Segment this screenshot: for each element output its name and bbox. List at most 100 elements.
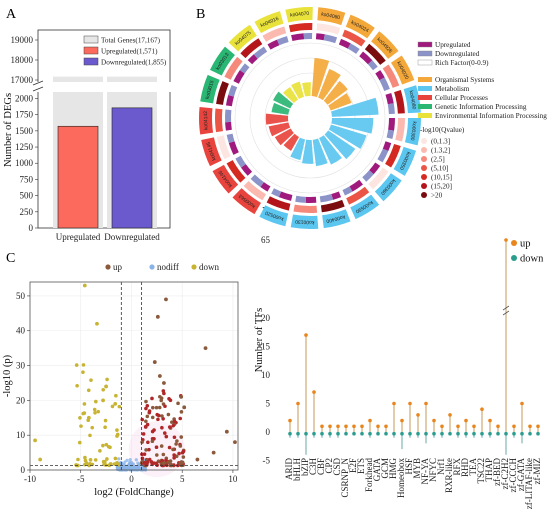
x-tick-label: RXR-like xyxy=(444,458,454,493)
up-segment xyxy=(225,94,234,107)
point-up xyxy=(142,452,147,456)
down-segment xyxy=(253,46,268,59)
down-segment xyxy=(303,33,313,40)
qvalue-segment xyxy=(226,160,246,183)
legend-swatch xyxy=(83,46,99,55)
dot-up xyxy=(456,424,460,429)
down-segment xyxy=(239,63,250,74)
point-up xyxy=(177,451,181,456)
legend-dot xyxy=(421,156,427,162)
panel-letter-a: A xyxy=(6,7,17,22)
qvalue-segment xyxy=(240,38,263,59)
grid-ring xyxy=(234,42,386,194)
rich-factor-bar xyxy=(268,122,291,137)
down-segment xyxy=(228,84,238,97)
up-segment xyxy=(260,182,271,192)
down-segment xyxy=(276,36,289,46)
point-nodiff xyxy=(132,465,136,469)
point-down xyxy=(107,463,112,468)
x-tick-label: NF-YA xyxy=(420,458,430,485)
pathway-band xyxy=(317,7,346,26)
dot-up xyxy=(296,401,300,406)
up-segment xyxy=(225,121,232,131)
pathway-band xyxy=(201,137,222,167)
legend-label: Upregulated xyxy=(435,41,471,49)
pathway-band xyxy=(374,173,402,202)
up-segment xyxy=(349,179,363,192)
point-up xyxy=(233,440,237,445)
qvalue-segment xyxy=(288,23,313,33)
dot-up xyxy=(504,238,508,242)
dot-up xyxy=(352,424,356,429)
point-nodiff xyxy=(117,457,121,461)
pathway-label: ko04070 xyxy=(290,11,310,19)
pathway-label: ko04142 xyxy=(203,111,209,131)
dot-down xyxy=(536,431,540,436)
dot-up xyxy=(336,424,340,429)
down-segment xyxy=(295,195,307,203)
up-segment xyxy=(291,33,305,41)
point-down xyxy=(101,443,105,448)
x-tick-label: RHD xyxy=(460,458,470,478)
dot-down xyxy=(456,431,460,436)
dot-down xyxy=(312,431,316,436)
up-segment xyxy=(382,141,392,152)
pathway-band xyxy=(371,31,399,59)
down-segment xyxy=(235,155,246,168)
rich-factor-bar xyxy=(324,130,356,160)
x-tick-label: GCM xyxy=(380,458,390,479)
legend-dot xyxy=(511,240,517,246)
point-down xyxy=(103,459,107,464)
panel-letter-c: C xyxy=(6,251,15,266)
point-up xyxy=(181,449,186,454)
y-tick-label: 250 xyxy=(20,207,34,217)
down-segment xyxy=(367,60,378,71)
point-nodiff xyxy=(123,460,127,464)
x-tick-label: Nrf1 xyxy=(436,458,446,475)
point-nodiff xyxy=(122,464,126,468)
y-tick-label: 500 xyxy=(20,191,34,201)
dot-up xyxy=(432,418,436,423)
point-up xyxy=(163,404,167,409)
point-down xyxy=(92,407,97,412)
point-up xyxy=(176,401,180,406)
point-up xyxy=(156,417,160,422)
dot-down xyxy=(440,431,444,436)
dot-down xyxy=(360,431,364,436)
dot-down xyxy=(352,431,356,436)
legend-label: Environmental Information Processing xyxy=(435,112,547,120)
y-axis-label: -log10 (p) xyxy=(2,354,13,397)
qvalue-segment xyxy=(320,199,345,213)
pathway-band xyxy=(285,6,313,23)
y-tick-label: 10 xyxy=(261,370,271,380)
point-up xyxy=(161,416,165,421)
down-segment xyxy=(226,133,235,144)
point-up xyxy=(171,447,175,452)
down-segment xyxy=(386,129,395,139)
qvalue-segment xyxy=(216,135,231,160)
rich-factor-bar xyxy=(312,138,328,167)
y-axis-label: Number of TFs xyxy=(254,308,265,373)
grid-ring xyxy=(249,57,371,179)
x-tick-label: zf-BED xyxy=(492,458,502,486)
qvalue-segment xyxy=(364,43,386,65)
point-nodiff xyxy=(127,464,131,468)
point-up xyxy=(140,440,144,444)
y-tick-label: 10 xyxy=(16,430,26,440)
point-down xyxy=(113,456,118,461)
pathway-band xyxy=(350,194,380,220)
legend-dot xyxy=(421,138,427,144)
pathway-band xyxy=(322,209,351,229)
y-tick-label: 50 xyxy=(16,291,26,301)
pathway-band xyxy=(390,55,415,85)
point-down xyxy=(86,388,91,393)
legend-swatch xyxy=(418,86,432,91)
dot-up xyxy=(288,418,292,423)
dot-up xyxy=(392,401,396,406)
legend-label: Downregulated xyxy=(435,50,480,58)
x-tick-label: Homeobox xyxy=(396,458,406,498)
pathway-band xyxy=(232,188,261,215)
dot-up xyxy=(360,424,364,429)
point-up xyxy=(155,453,159,457)
